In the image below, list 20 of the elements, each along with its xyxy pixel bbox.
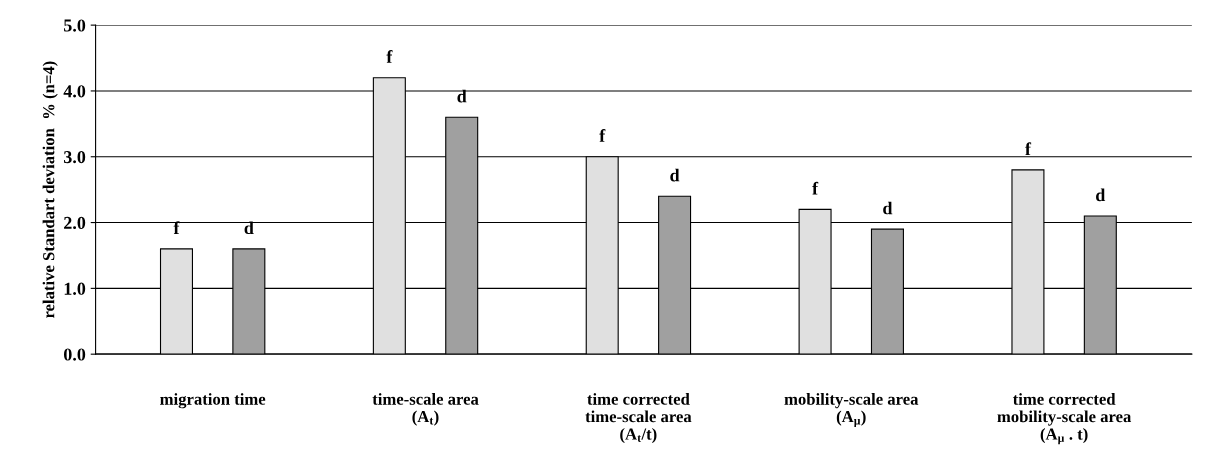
data-label: f (1025, 142, 1032, 155)
data-label: f (599, 129, 606, 142)
y-tick-label: 1.0 (64, 282, 86, 295)
data-label: f (812, 181, 819, 195)
y-tick-label: 0.0 (63, 348, 86, 361)
y-tick-label: 2.0 (64, 216, 86, 230)
x-tick-label: time corrected mobility-scale area (A$_{μ}$ . t) (997, 393, 1132, 445)
data-label: d (1096, 188, 1106, 202)
y-axis-title: relative Standart deviation % (n=4) (42, 61, 58, 319)
x-tick-label: mobility-scale area (A$_{μ}$) (784, 393, 919, 427)
data-label: d (883, 201, 893, 215)
data-label: d (670, 168, 680, 182)
data-label: d (457, 89, 467, 103)
y-tick-label: 4.0 (63, 85, 86, 98)
data-label: f (386, 50, 393, 63)
y-tick-label: 5.0 (64, 19, 86, 32)
x-tick-label: time-scale area (A$_{t}$) (372, 393, 479, 426)
y-tick-label: 3.0 (63, 151, 86, 164)
x-tick-label: time corrected time-scale area (A$_{t}$/t) (585, 393, 692, 444)
x-tick-label: migration time (160, 393, 266, 409)
